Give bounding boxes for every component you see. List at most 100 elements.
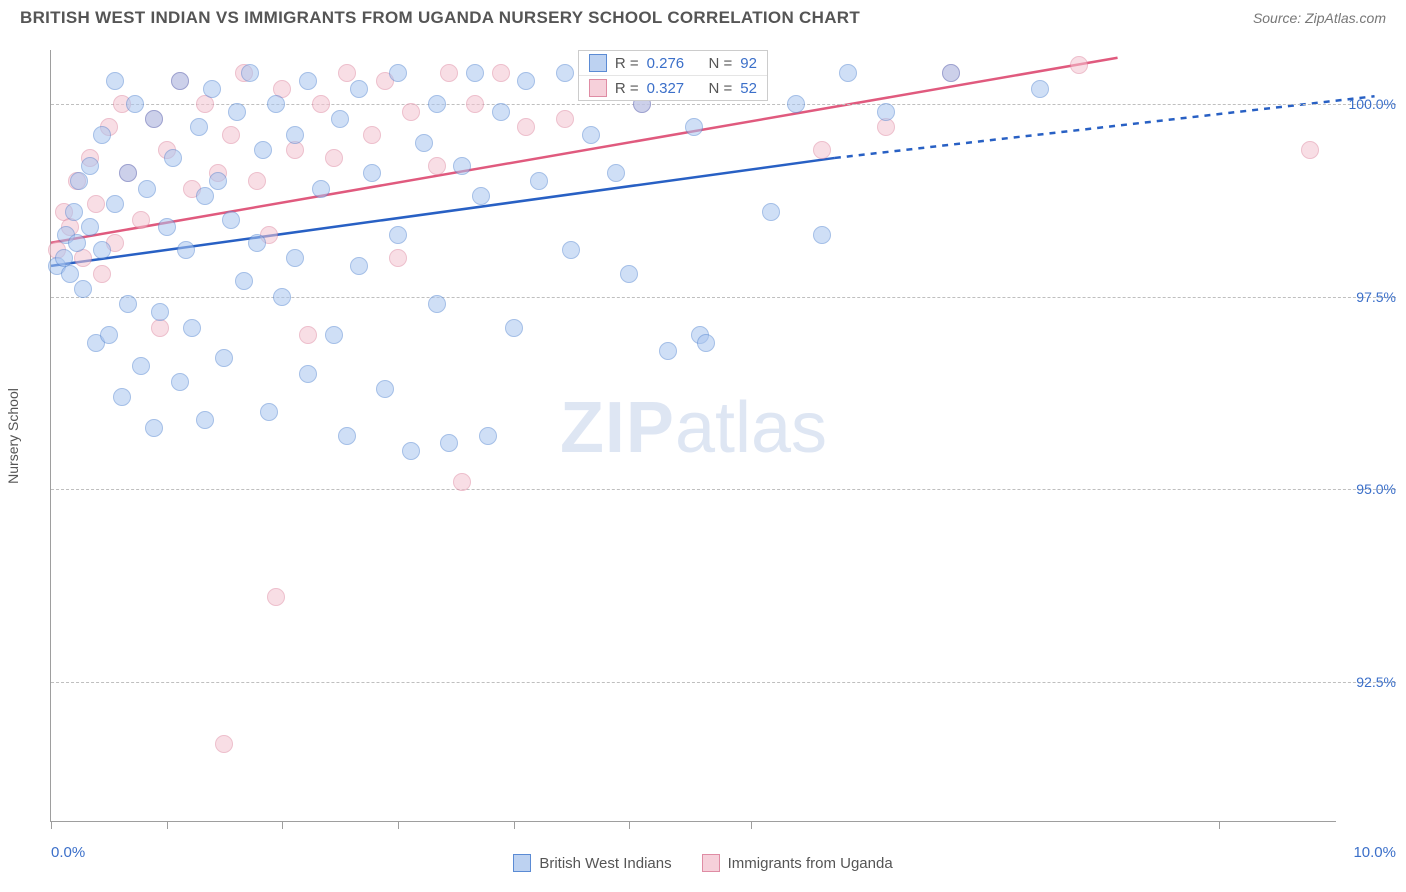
data-point: [325, 149, 343, 167]
data-point: [813, 226, 831, 244]
data-point: [428, 295, 446, 313]
data-point: [65, 203, 83, 221]
data-point: [222, 126, 240, 144]
data-point: [151, 319, 169, 337]
y-tick-label: 97.5%: [1356, 289, 1396, 305]
data-point: [222, 211, 240, 229]
data-point: [190, 118, 208, 136]
data-point: [209, 172, 227, 190]
data-point: [248, 234, 266, 252]
data-point: [1301, 141, 1319, 159]
gridline: [51, 682, 1396, 683]
data-point: [338, 64, 356, 82]
data-point: [106, 195, 124, 213]
data-point: [697, 334, 715, 352]
data-point: [177, 241, 195, 259]
data-point: [260, 403, 278, 421]
data-point: [74, 249, 92, 267]
x-tick: [51, 821, 52, 829]
data-point: [87, 195, 105, 213]
x-tick: [398, 821, 399, 829]
data-point: [241, 64, 259, 82]
data-point: [81, 157, 99, 175]
data-point: [196, 95, 214, 113]
x-tick: [1219, 821, 1220, 829]
data-point: [145, 419, 163, 437]
data-point: [132, 357, 150, 375]
data-point: [299, 72, 317, 90]
x-tick: [514, 821, 515, 829]
data-point: [363, 164, 381, 182]
data-point: [273, 288, 291, 306]
correlation-legend: R = 0.276 N = 92 R = 0.327 N = 52: [578, 50, 768, 101]
data-point: [402, 103, 420, 121]
data-point: [196, 411, 214, 429]
data-point: [113, 388, 131, 406]
data-point: [100, 326, 118, 344]
data-point: [389, 249, 407, 267]
data-point: [312, 180, 330, 198]
data-point: [215, 349, 233, 367]
data-point: [126, 95, 144, 113]
data-point: [203, 80, 221, 98]
r-value-blue: 0.276: [647, 55, 685, 72]
data-point: [685, 118, 703, 136]
data-point: [440, 64, 458, 82]
data-point: [119, 164, 137, 182]
data-point: [61, 265, 79, 283]
data-point: [93, 265, 111, 283]
data-point: [440, 434, 458, 452]
data-point: [453, 157, 471, 175]
x-tick: [167, 821, 168, 829]
x-tick: [751, 821, 752, 829]
data-point: [312, 95, 330, 113]
y-tick-label: 100.0%: [1349, 96, 1396, 112]
data-point: [171, 72, 189, 90]
data-point: [171, 373, 189, 391]
data-point: [877, 103, 895, 121]
data-point: [286, 249, 304, 267]
data-point: [68, 234, 86, 252]
gridline: [51, 489, 1396, 490]
y-tick-label: 92.5%: [1356, 674, 1396, 690]
data-point: [492, 64, 510, 82]
x-tick: [629, 821, 630, 829]
data-point: [877, 118, 895, 136]
data-point: [556, 64, 574, 82]
data-point: [196, 187, 214, 205]
data-point: [1031, 80, 1049, 98]
data-point: [158, 218, 176, 236]
data-point: [389, 64, 407, 82]
n-value-blue: 92: [740, 55, 757, 72]
n-value-pink: 52: [740, 80, 757, 97]
data-point: [267, 588, 285, 606]
data-point: [338, 427, 356, 445]
data-point: [286, 141, 304, 159]
data-point: [132, 211, 150, 229]
data-point: [505, 319, 523, 337]
data-point: [248, 172, 266, 190]
data-point: [479, 427, 497, 445]
data-point: [145, 110, 163, 128]
data-point: [93, 241, 111, 259]
data-point: [350, 257, 368, 275]
swatch-pink-icon: [702, 854, 720, 872]
data-point: [428, 157, 446, 175]
data-point: [428, 95, 446, 113]
data-point: [138, 180, 156, 198]
data-point: [81, 218, 99, 236]
legend-item-pink: Immigrants from Uganda: [702, 854, 893, 872]
series-legend: British West Indians Immigrants from Uga…: [0, 854, 1406, 872]
data-point: [472, 187, 490, 205]
chart-area: Nursery School ZIPatlas 92.5%95.0%97.5%1…: [50, 50, 1336, 822]
data-point: [286, 126, 304, 144]
data-point: [228, 103, 246, 121]
data-point: [106, 72, 124, 90]
x-tick: [282, 821, 283, 829]
data-point: [183, 319, 201, 337]
data-point: [119, 295, 137, 313]
data-point: [350, 80, 368, 98]
swatch-blue: [589, 54, 607, 72]
swatch-blue-icon: [513, 854, 531, 872]
gridline: [51, 297, 1396, 298]
